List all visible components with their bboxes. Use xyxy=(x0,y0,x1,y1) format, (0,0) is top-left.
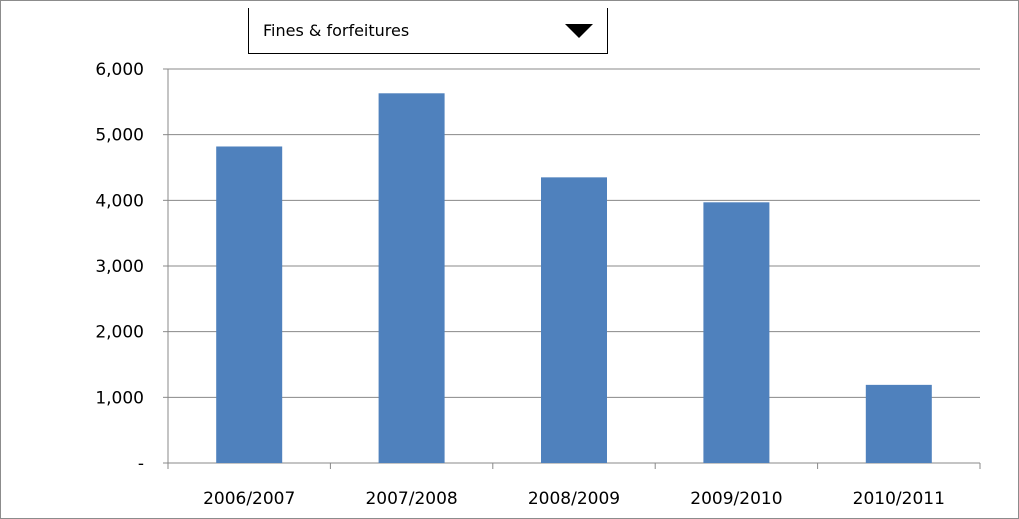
y-tick-label: 4,000 xyxy=(95,191,144,211)
bar xyxy=(865,384,932,463)
x-tick-label: 2008/2009 xyxy=(528,489,620,509)
category-dropdown[interactable]: Fines & forfeitures xyxy=(248,8,608,54)
bar xyxy=(703,202,770,463)
bar xyxy=(378,93,445,464)
y-tick-label: 6,000 xyxy=(95,60,144,80)
y-tick-label: 5,000 xyxy=(95,126,144,146)
x-tick-label: 2007/2008 xyxy=(365,489,457,509)
y-tick-label: 1,000 xyxy=(95,388,144,408)
y-tick-label: - xyxy=(138,454,144,474)
bar xyxy=(541,177,607,463)
chevron-down-icon[interactable] xyxy=(565,24,593,38)
bar xyxy=(216,146,283,463)
dropdown-selected-value: Fines & forfeitures xyxy=(263,21,410,40)
x-tick-label: 2010/2011 xyxy=(853,489,945,509)
x-tick-label: 2009/2010 xyxy=(690,489,782,509)
y-tick-label: 3,000 xyxy=(95,257,144,277)
x-tick-label: 2006/2007 xyxy=(203,489,295,509)
y-tick-label: 2,000 xyxy=(95,323,144,343)
